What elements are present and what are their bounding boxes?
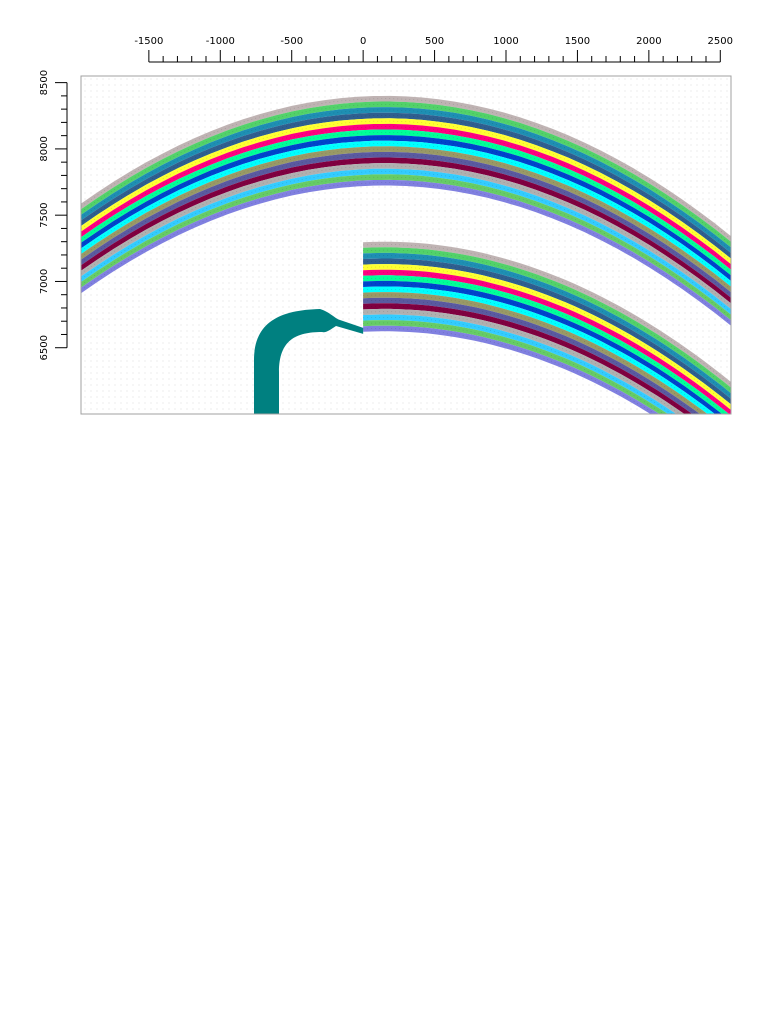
layer-texture — [81, 143, 731, 285]
layer-texture — [81, 115, 731, 257]
layer-texture — [81, 171, 731, 313]
layer-texture — [81, 176, 731, 318]
y-tick-label: 8500 — [39, 70, 50, 95]
y-axis-left: 6500 7000 7500 8000 8500 — [39, 70, 68, 360]
plot-frame — [80, 75, 732, 415]
layer-texture — [81, 98, 731, 240]
layer-texture — [81, 131, 731, 273]
x-tick-label: -1000 — [206, 36, 235, 47]
upper-layer-block — [81, 95, 731, 326]
layer-texture — [81, 120, 731, 262]
x-tick-label: 2500 — [708, 36, 733, 47]
y-tick-label: 6500 — [39, 335, 50, 360]
layer-texture — [81, 148, 731, 290]
y-tick-label: 7000 — [39, 269, 50, 294]
x-tick-label: 1000 — [493, 36, 518, 47]
y-tick-label: 8000 — [39, 136, 50, 161]
layer-texture — [81, 182, 731, 324]
x-tick-label: -500 — [280, 36, 303, 47]
layer-texture — [81, 126, 731, 268]
x-tick-label: 1500 — [565, 36, 590, 47]
layer-texture — [81, 137, 731, 279]
layer-texture — [81, 154, 731, 296]
layer-texture — [81, 109, 731, 251]
x-tick-label: -1500 — [134, 36, 163, 47]
x-tick-label: 500 — [425, 36, 444, 47]
layer-texture — [81, 165, 731, 307]
x-tick-label: 0 — [360, 36, 366, 47]
stratigraphic-layers — [81, 95, 731, 414]
x-axis-top: -1500 -1000 -500 0 500 1000 1500 2000 2500 — [134, 36, 733, 63]
x-tick-label: 2000 — [636, 36, 661, 47]
y-tick-label: 7500 — [39, 202, 50, 227]
layer-texture — [81, 103, 731, 245]
layer-texture — [81, 159, 731, 301]
intrusion-conduit — [254, 309, 364, 414]
